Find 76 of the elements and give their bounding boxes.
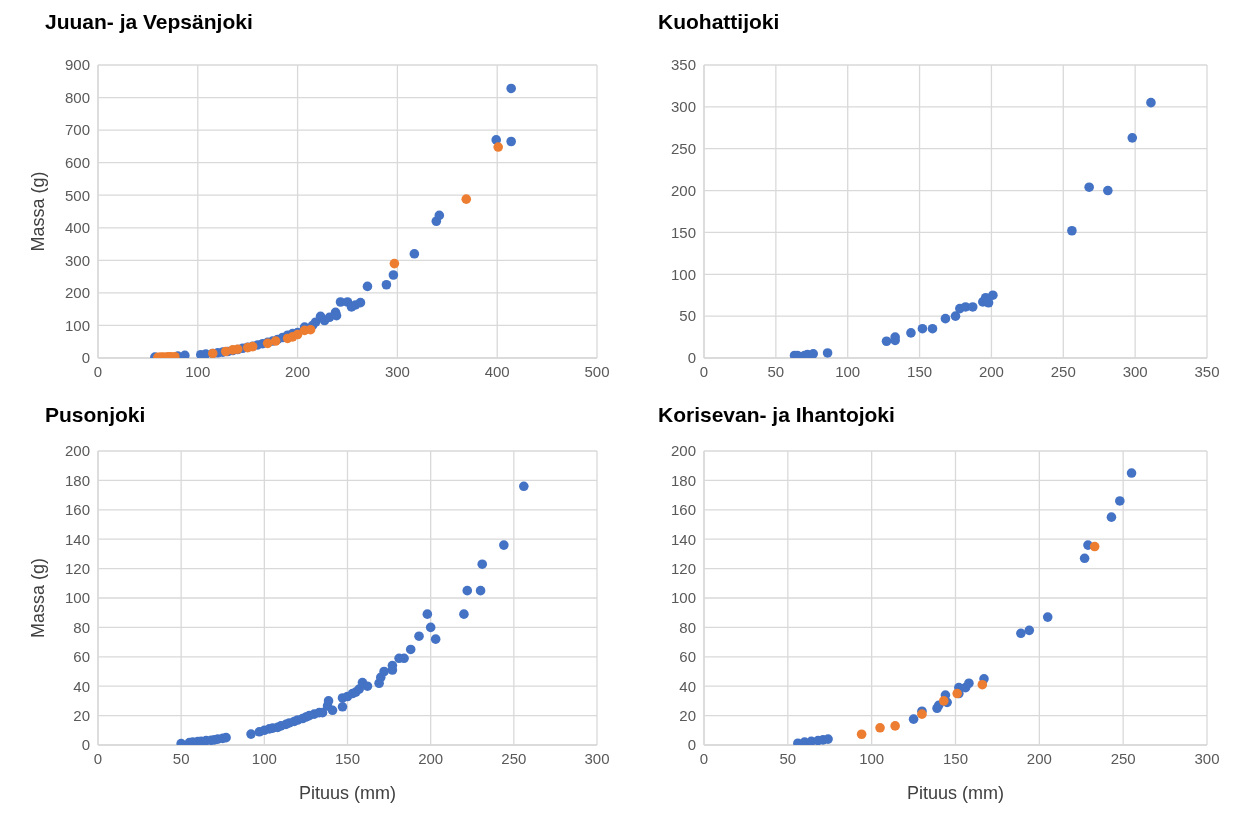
x-tick-label: 300 — [1122, 362, 1148, 380]
x-tick-label: 0 — [93, 362, 103, 380]
y-tick-label: 600 — [64, 153, 90, 171]
x-tick-label: 300 — [384, 362, 410, 380]
x-tick-label: 300 — [1194, 749, 1220, 767]
x-tick-label: 50 — [767, 362, 785, 380]
y-tick-label: 100 — [670, 589, 696, 607]
y-tick-label: 0 — [687, 736, 696, 754]
y-tick-label: 350 — [670, 56, 696, 74]
y-tick-label: 200 — [64, 284, 90, 302]
x-tick-label: 150 — [942, 749, 969, 767]
chart-title: Juuan- ja Vepsänjoki — [45, 10, 253, 34]
y-tick-label: 40 — [679, 677, 696, 695]
x-tick-label: 0 — [93, 749, 103, 767]
y-tick-label: 40 — [73, 677, 90, 695]
x-tick-label: 200 — [285, 362, 311, 380]
y-tick-label: 900 — [64, 56, 90, 74]
x-tick-label: 0 — [699, 362, 709, 380]
x-tick-label: 200 — [1026, 749, 1052, 767]
y-tick-label: 160 — [64, 501, 90, 519]
y-tick-label: 300 — [670, 98, 696, 116]
y-tick-label: 180 — [64, 471, 90, 489]
y-tick-label: 120 — [670, 559, 696, 577]
chart-title: Kuohattijoki — [658, 10, 780, 34]
x-tick-label: 200 — [418, 749, 444, 767]
x-tick-label: 150 — [907, 362, 933, 380]
x-axis-title: Pituus (mm) — [298, 783, 397, 803]
y-tick-label: 200 — [64, 442, 90, 460]
y-tick-label: 500 — [64, 186, 90, 204]
y-tick-label: 20 — [679, 706, 696, 724]
y-tick-label: 80 — [679, 618, 696, 636]
y-axis-title: Massa (g) — [28, 557, 49, 639]
y-tick-label: 400 — [64, 219, 90, 237]
x-tick-label: 100 — [251, 749, 277, 767]
y-tick-label: 140 — [64, 530, 90, 548]
y-tick-label: 100 — [64, 316, 90, 334]
y-tick-label: 60 — [679, 648, 696, 666]
x-tick-label: 250 — [1110, 749, 1136, 767]
y-tick-label: 100 — [670, 265, 696, 283]
x-tick-label: 250 — [501, 749, 527, 767]
x-tick-label: 250 — [1050, 362, 1076, 380]
y-tick-label: 200 — [670, 181, 696, 199]
y-tick-label: 80 — [73, 618, 90, 636]
y-tick-label: 700 — [64, 121, 90, 139]
chart-title: Korisevan- ja Ihantojoki — [658, 403, 895, 427]
x-tick-label: 200 — [978, 362, 1004, 380]
y-tick-label: 20 — [73, 706, 90, 724]
y-tick-label: 120 — [64, 559, 90, 577]
y-tick-label: 50 — [679, 307, 696, 325]
x-tick-label: 100 — [859, 749, 885, 767]
y-tick-label: 60 — [73, 648, 90, 666]
y-tick-label: 140 — [670, 530, 696, 548]
y-tick-label: 300 — [64, 251, 90, 269]
y-tick-label: 800 — [64, 88, 90, 106]
chart-title: Pusonjoki — [45, 403, 146, 427]
x-tick-label: 100 — [185, 362, 211, 380]
x-tick-label: 300 — [584, 749, 610, 767]
x-tick-label: 150 — [334, 749, 361, 767]
y-axis-title: Massa (g) — [28, 171, 49, 252]
y-tick-label: 0 — [81, 349, 90, 367]
y-tick-label: 250 — [670, 140, 696, 158]
y-tick-label: 180 — [670, 471, 696, 489]
x-tick-label: 50 — [172, 749, 190, 767]
x-axis-title: Pituus (mm) — [906, 783, 1005, 803]
y-tick-label: 200 — [670, 442, 696, 460]
x-tick-label: 0 — [699, 749, 709, 767]
y-tick-label: 0 — [687, 349, 696, 367]
y-tick-label: 0 — [81, 736, 90, 754]
x-tick-label: 400 — [484, 362, 510, 380]
x-tick-label: 100 — [835, 362, 861, 380]
y-tick-label: 100 — [64, 589, 90, 607]
x-tick-label: 50 — [779, 749, 797, 767]
x-tick-label: 350 — [1194, 362, 1220, 380]
y-tick-label: 150 — [670, 223, 696, 241]
x-tick-label: 500 — [584, 362, 610, 380]
y-tick-label: 160 — [670, 501, 696, 519]
